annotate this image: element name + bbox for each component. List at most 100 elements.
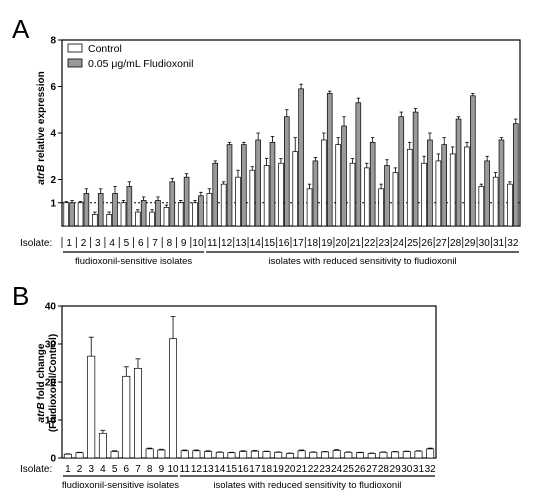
panel-a-legend: Control 0.05 μg/mL Fludioxonil xyxy=(67,43,193,70)
x-tick-label: 27 xyxy=(436,238,448,249)
panel-b-y-axis-label: atrB fold change xyxy=(36,343,47,422)
y-tick-label: 6 xyxy=(50,82,56,93)
y-tick-label: 10 xyxy=(45,416,57,427)
x-tick-label: 21 xyxy=(296,464,308,475)
panel-b-y-axis-label-line2: (Fludioxonil/Control) xyxy=(48,334,59,432)
panel-b-x-tick-labels: 1 2 3 4 5 6 7 8 9 10 11 12 13 14 15 16 17 18 19 20 21 22 23 24 2… xyxy=(65,464,436,475)
group-label: isolates with reduced sensitivity to flu… xyxy=(213,480,401,491)
x-tick-label: 29 xyxy=(390,464,402,475)
bar-fludioxonil xyxy=(69,202,75,227)
bar-control xyxy=(364,167,370,227)
bar-control xyxy=(106,214,112,227)
bar-control xyxy=(435,160,442,227)
x-tick-label: 2 xyxy=(77,464,83,475)
bar-fold-change xyxy=(414,450,423,459)
x-tick-label: 13 xyxy=(203,464,215,475)
bar-control xyxy=(321,139,327,227)
bar-control xyxy=(177,202,184,227)
bar-fold-change xyxy=(379,451,388,459)
bar-control xyxy=(464,146,470,227)
bar-fludioxonil xyxy=(83,193,90,227)
bar-fold-change xyxy=(75,452,84,459)
bar-fludioxonil xyxy=(255,139,261,227)
bar-fold-change xyxy=(274,451,283,459)
x-tick-label: 9 xyxy=(159,464,165,475)
bar-fludioxonil xyxy=(341,125,347,227)
legend-label-fludioxonil: 0.05 μg/mL Fludioxonil xyxy=(88,58,193,70)
x-tick-label: 28 xyxy=(378,464,390,475)
x-tick-label: 25 xyxy=(407,238,419,249)
bar-control xyxy=(63,202,70,227)
bar-fludioxonil xyxy=(155,200,161,227)
bar-control xyxy=(149,211,155,227)
y-tick-label: 2 xyxy=(50,175,56,186)
bar-fold-change xyxy=(192,450,201,459)
bar-fold-change xyxy=(391,451,400,459)
bar-fludioxonil xyxy=(512,123,519,227)
x-tick-label: 16 xyxy=(278,238,290,249)
bar-control xyxy=(192,202,198,227)
panel-b-bars xyxy=(63,316,435,459)
bar-fludioxonil xyxy=(470,95,476,227)
bar-fludioxonil xyxy=(484,160,490,227)
bar-fold-change xyxy=(110,451,119,459)
bar-fludioxonil xyxy=(226,144,233,227)
panel-label-a: A xyxy=(12,14,30,44)
x-tick-label: 23 xyxy=(378,238,390,249)
bar-fludioxonil xyxy=(183,176,190,227)
x-tick-label: 24 xyxy=(331,464,343,475)
legend-swatch-control xyxy=(67,43,83,53)
bar-fludioxonil xyxy=(269,141,276,227)
x-tick-label: 5 xyxy=(112,464,118,475)
y-tick-label: 8 xyxy=(50,36,56,47)
bar-fludioxonil xyxy=(312,160,319,227)
bar-fludioxonil xyxy=(198,195,204,227)
bar-fold-change xyxy=(402,451,411,459)
bar-fold-change xyxy=(320,451,329,459)
x-tick-label: 17 xyxy=(293,238,305,249)
bar-control xyxy=(120,202,127,227)
bar-fold-change xyxy=(344,451,353,459)
x-tick-label: 24 xyxy=(393,238,405,249)
x-tick-label: 7 xyxy=(152,238,158,249)
bar-fold-change xyxy=(87,355,96,459)
bar-fold-change xyxy=(145,448,154,459)
bar-fludioxonil xyxy=(398,116,405,227)
bar-control xyxy=(235,176,241,227)
bar-fold-change xyxy=(133,367,142,459)
bar-fold-change xyxy=(157,449,166,459)
x-tick-label: 6 xyxy=(138,238,144,249)
x-tick-label: 11 xyxy=(207,238,218,249)
bar-control xyxy=(135,211,141,227)
y-tick-label: 30 xyxy=(45,340,57,351)
x-tick-label: 15 xyxy=(264,238,276,249)
bar-fludioxonil xyxy=(126,186,133,227)
x-tick-label: 4 xyxy=(100,464,106,475)
x-tick-label: 2 xyxy=(81,238,87,249)
x-tick-label: 10 xyxy=(167,464,179,475)
x-tick-label: 1 xyxy=(66,238,72,249)
x-tick-label: 31 xyxy=(413,464,425,475)
bar-control xyxy=(392,172,399,227)
bar-control xyxy=(335,144,341,227)
bar-fludioxonil xyxy=(169,181,176,227)
bar-fold-change xyxy=(297,450,306,459)
bar-fold-change xyxy=(285,453,294,459)
x-tick-label: 16 xyxy=(238,464,250,475)
panel-b-y-tick-labels: 0 10 20 30 40 xyxy=(45,302,57,465)
bar-fold-change xyxy=(169,338,178,459)
x-tick-label: 21 xyxy=(350,238,362,249)
x-tick-label: 26 xyxy=(354,464,366,475)
bar-fold-change xyxy=(426,448,435,459)
panel-b-axes xyxy=(58,305,437,459)
bar-fludioxonil xyxy=(326,93,333,227)
x-tick-label: 19 xyxy=(273,464,285,475)
panel-label-b: B xyxy=(12,281,29,311)
panel-a-group-annotations: fludioxonil-sensitive isolates isolates w… xyxy=(63,251,519,267)
bar-fludioxonil xyxy=(355,102,362,227)
x-tick-label: 1 xyxy=(65,464,71,475)
bar-fold-change xyxy=(239,451,248,459)
panel-a-x-axis-label: Isolate: xyxy=(20,238,52,249)
y-tick-label: 1 xyxy=(50,198,56,209)
